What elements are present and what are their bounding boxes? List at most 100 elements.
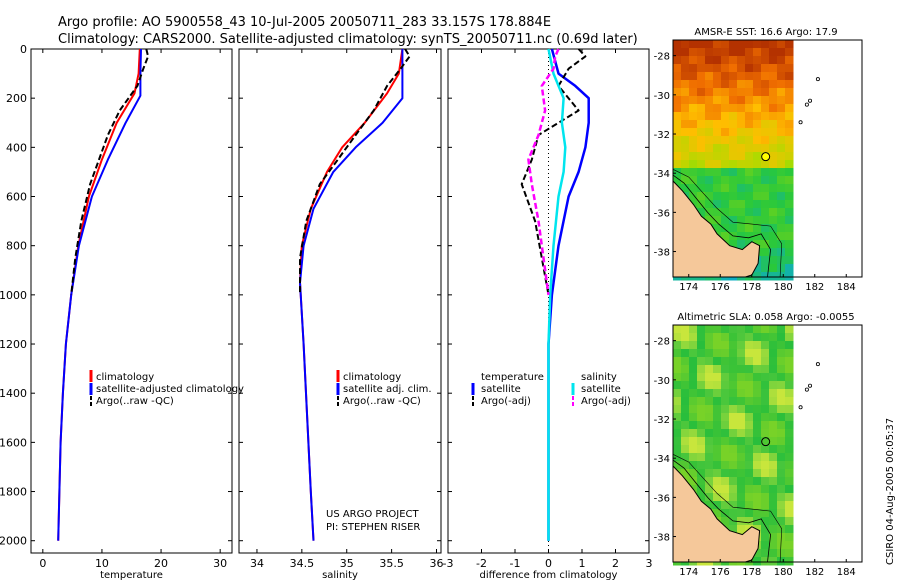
- map-cell: [729, 104, 738, 113]
- legend-argo-label: Argo(..raw -QC): [96, 396, 174, 407]
- map-cell: [761, 381, 770, 390]
- map-cell: [705, 389, 714, 398]
- y-tick-label: -32: [654, 130, 670, 141]
- map-cell: [705, 485, 714, 494]
- map-cell: [729, 453, 738, 462]
- y-tick-label: -34: [654, 454, 670, 465]
- map-cell: [713, 341, 722, 350]
- map-cell: [729, 176, 738, 185]
- map-cell: [761, 160, 770, 169]
- map-cell: [721, 72, 730, 81]
- y-tick-label: -38: [654, 248, 670, 259]
- map-cell: [761, 437, 770, 446]
- map-cell: [673, 64, 682, 73]
- map-cell: [689, 429, 698, 438]
- map-cell: [737, 232, 746, 241]
- map-cell: [697, 40, 706, 49]
- map-cell: [745, 64, 754, 73]
- map-cell: [721, 88, 730, 97]
- map-cell: [761, 184, 770, 193]
- y-tick-label: -36: [654, 208, 670, 219]
- map-cell: [769, 461, 778, 470]
- map-cell: [705, 493, 714, 502]
- y-tick-label: -28: [654, 337, 670, 348]
- map-cell: [745, 477, 754, 486]
- map-cell: [753, 557, 762, 566]
- map-cell: [761, 349, 770, 358]
- x-tick-label: 178: [742, 282, 761, 293]
- map-cell: [681, 357, 690, 366]
- map-cell: [673, 96, 682, 105]
- map-cell: [729, 192, 738, 201]
- map-cell: [761, 200, 770, 209]
- map-cell: [753, 333, 762, 342]
- map-cell: [777, 493, 786, 502]
- credit-text: CSIRO 04-Aug-2005 00:05:37: [885, 418, 896, 565]
- y-tick-label: 400: [6, 141, 27, 154]
- island-dot: [804, 102, 809, 107]
- map-cell: [777, 445, 786, 454]
- map-cell: [689, 144, 698, 153]
- map-cell: [737, 325, 746, 334]
- map-cell: [689, 80, 698, 89]
- map-cell: [729, 40, 738, 49]
- map-cell: [745, 493, 754, 502]
- map-cell: [785, 144, 794, 153]
- map-cell: [745, 357, 754, 366]
- island-dot: [808, 383, 813, 388]
- map-cell: [745, 224, 754, 233]
- map-cell: [681, 349, 690, 358]
- map-cell: [777, 549, 786, 558]
- map-cell: [761, 56, 770, 65]
- map-cell: [753, 232, 762, 241]
- map-cell: [777, 541, 786, 550]
- map-cell: [745, 445, 754, 454]
- map-cell: [697, 104, 706, 113]
- map-cell: [689, 405, 698, 414]
- map-cell: [697, 80, 706, 89]
- map-cell: [721, 120, 730, 129]
- map-cell: [737, 104, 746, 113]
- map-cell: [761, 445, 770, 454]
- y-tick-label: -32: [654, 415, 670, 426]
- map-cell: [777, 469, 786, 478]
- map-cell: [705, 112, 714, 121]
- map-cell: [769, 248, 778, 257]
- map-cell: [737, 493, 746, 502]
- island-dot: [798, 405, 803, 410]
- map-cell: [761, 232, 770, 241]
- map-cell: [713, 429, 722, 438]
- map-cell: [753, 64, 762, 73]
- map-cell: [689, 397, 698, 406]
- map-cell: [777, 112, 786, 121]
- map-cell: [705, 325, 714, 334]
- map-cell: [689, 341, 698, 350]
- map-cell: [689, 357, 698, 366]
- map-cell: [761, 216, 770, 225]
- map-cell: [689, 72, 698, 81]
- map-cell: [721, 144, 730, 153]
- legend-sal-argo-label: Argo(-adj): [581, 396, 631, 407]
- map-cell: [785, 200, 794, 209]
- map-cell: [761, 341, 770, 350]
- map-cell: [689, 349, 698, 358]
- map-cell: [721, 349, 730, 358]
- map-cell: [729, 525, 738, 534]
- map-cell: [705, 88, 714, 97]
- map-cell: [769, 533, 778, 542]
- map-cell: [753, 88, 762, 97]
- map-cell: [761, 461, 770, 470]
- map-cell: [753, 176, 762, 185]
- map-cell: [769, 240, 778, 249]
- map-cell: [761, 256, 770, 265]
- map-cell: [721, 208, 730, 217]
- map-cell: [729, 112, 738, 121]
- map-cell: [761, 48, 770, 57]
- map-cell: [745, 120, 754, 129]
- map-cell: [769, 144, 778, 153]
- map-cell: [777, 208, 786, 217]
- map-cell: [729, 373, 738, 382]
- map-cell: [753, 216, 762, 225]
- map-cell: [777, 256, 786, 265]
- map-cell: [729, 200, 738, 209]
